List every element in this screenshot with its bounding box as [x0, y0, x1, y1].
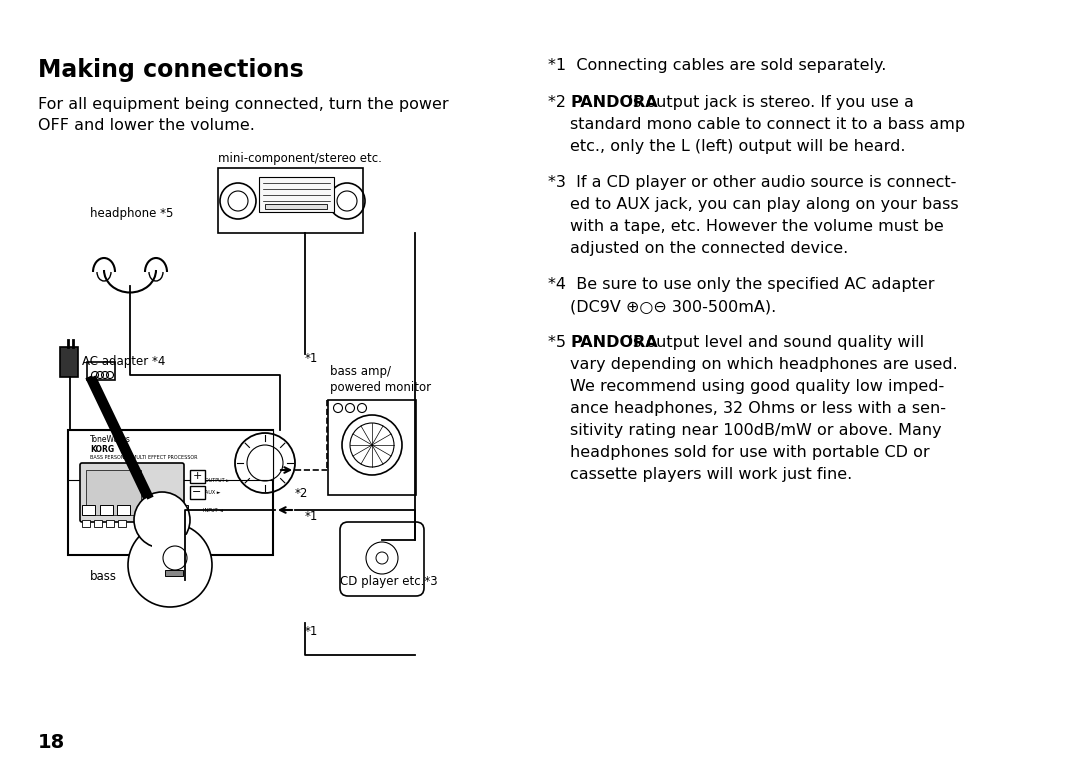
Text: etc., only the L (left) output will be heard.: etc., only the L (left) output will be h… — [570, 139, 905, 154]
Text: We recommend using good quality low imped-: We recommend using good quality low impe… — [570, 379, 944, 394]
Text: *4  Be sure to use only the specified AC adapter: *4 Be sure to use only the specified AC … — [548, 277, 934, 292]
Bar — [175, 505, 188, 515]
Text: bass: bass — [90, 570, 117, 583]
Text: For all equipment being connected, turn the power: For all equipment being connected, turn … — [38, 97, 448, 112]
Bar — [218, 168, 363, 233]
Text: ToneWorks: ToneWorks — [90, 435, 131, 444]
Bar — [328, 400, 416, 495]
Text: ’s output jack is stereo. If you use a: ’s output jack is stereo. If you use a — [627, 95, 914, 110]
Bar — [118, 520, 126, 527]
Text: adjusted on the connected device.: adjusted on the connected device. — [570, 241, 848, 256]
Bar — [138, 520, 146, 527]
Bar — [94, 520, 102, 527]
Bar — [82, 520, 90, 527]
Text: −: − — [192, 487, 202, 497]
Text: AUX ►: AUX ► — [205, 490, 220, 495]
Bar — [165, 570, 183, 576]
Text: OFF and lower the volume.: OFF and lower the volume. — [38, 118, 255, 133]
Bar — [100, 505, 113, 515]
Text: sitivity rating near 100dB/mW or above. Many: sitivity rating near 100dB/mW or above. … — [570, 423, 942, 438]
Text: standard mono cable to connect it to a bass amp: standard mono cable to connect it to a b… — [570, 117, 966, 132]
Text: ’s output level and sound quality will: ’s output level and sound quality will — [627, 335, 924, 350]
Text: BASS PERSONAL MULTI EFFECT PROCESSOR: BASS PERSONAL MULTI EFFECT PROCESSOR — [90, 455, 198, 460]
Text: bass amp/: bass amp/ — [330, 365, 391, 378]
Text: mini-component/stereo etc.: mini-component/stereo etc. — [218, 152, 382, 165]
Text: cassette players will work just fine.: cassette players will work just fine. — [570, 467, 852, 482]
Text: ed to AUX jack, you can play along on your bass: ed to AUX jack, you can play along on yo… — [570, 197, 959, 212]
Text: PANDORA: PANDORA — [570, 335, 658, 350]
Text: *1: *1 — [305, 625, 319, 638]
Bar — [150, 520, 158, 527]
Text: +: + — [192, 471, 202, 481]
Text: OUTPUT ►: OUTPUT ► — [205, 478, 230, 483]
Bar — [152, 535, 188, 555]
Text: AC adapter *4: AC adapter *4 — [82, 355, 165, 368]
Bar — [87, 362, 114, 380]
Text: PANDORA: PANDORA — [570, 95, 658, 110]
Bar — [68, 430, 273, 480]
Bar — [82, 505, 95, 515]
Bar — [68, 430, 273, 555]
Bar — [106, 520, 114, 527]
Bar — [265, 204, 327, 209]
Bar — [190, 470, 205, 483]
Circle shape — [129, 523, 212, 607]
Text: *2: *2 — [548, 95, 571, 110]
Text: *1  Connecting cables are sold separately.: *1 Connecting cables are sold separately… — [548, 58, 887, 73]
Text: CD player etc.*3: CD player etc.*3 — [340, 575, 437, 588]
Text: (DC9V ⊕○⊖ 300-500mA).: (DC9V ⊕○⊖ 300-500mA). — [570, 299, 777, 314]
FancyBboxPatch shape — [80, 463, 184, 522]
Bar — [148, 505, 161, 515]
Circle shape — [134, 492, 190, 548]
Text: headphone *5: headphone *5 — [90, 207, 174, 220]
Text: ance headphones, 32 Ohms or less with a sen-: ance headphones, 32 Ohms or less with a … — [570, 401, 946, 416]
Text: *1: *1 — [305, 510, 319, 523]
Bar — [259, 177, 334, 212]
Text: vary depending on which headphones are used.: vary depending on which headphones are u… — [570, 357, 958, 372]
Text: headphones sold for use with portable CD or: headphones sold for use with portable CD… — [570, 445, 930, 460]
Bar — [60, 347, 78, 377]
Bar — [190, 486, 205, 499]
Bar — [86, 470, 141, 515]
Bar — [163, 520, 171, 527]
Text: *1: *1 — [305, 352, 319, 365]
Text: *2: *2 — [295, 487, 309, 500]
Text: INPUT ◄: INPUT ◄ — [203, 508, 222, 513]
Text: *5: *5 — [548, 335, 571, 350]
Text: Making connections: Making connections — [38, 58, 303, 82]
Bar — [117, 505, 130, 515]
Text: with a tape, etc. However the volume must be: with a tape, etc. However the volume mus… — [570, 219, 944, 234]
Bar — [163, 505, 176, 515]
Text: *3  If a CD player or other audio source is connect-: *3 If a CD player or other audio source … — [548, 175, 957, 190]
Text: powered monitor: powered monitor — [330, 381, 431, 394]
Text: KORG: KORG — [90, 445, 114, 454]
FancyBboxPatch shape — [340, 522, 424, 596]
Text: 18: 18 — [38, 733, 65, 752]
